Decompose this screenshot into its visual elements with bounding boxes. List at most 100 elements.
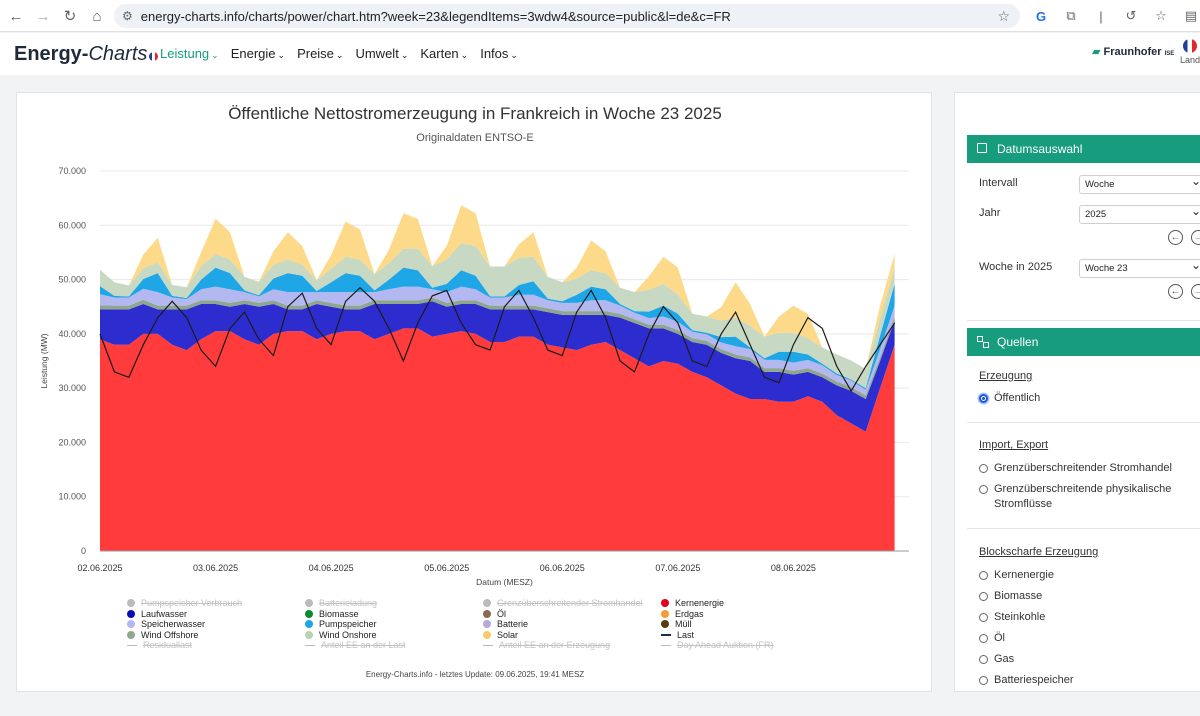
legend-item[interactable]: Residuallast bbox=[127, 640, 305, 651]
year-next-icon[interactable]: → bbox=[1191, 230, 1200, 245]
radio-steinkohle[interactable]: Steinkohle bbox=[979, 610, 1045, 625]
menu-leistung[interactable]: Leistung ⌄ bbox=[160, 46, 219, 61]
y-tick-label: 10.000 bbox=[58, 492, 86, 502]
import-title: Import, Export bbox=[979, 439, 1049, 451]
legend-item[interactable]: Batterie bbox=[483, 619, 661, 630]
week-prev-icon[interactable]: ← bbox=[1168, 284, 1183, 299]
legend-label: Erdgas bbox=[675, 608, 704, 619]
legend-item[interactable]: Anteil EE an der Erzeugung bbox=[483, 640, 661, 651]
legend-label: Biomasse bbox=[319, 608, 359, 619]
legend-item[interactable]: Öl bbox=[483, 609, 661, 620]
radio-stromhandel[interactable]: Grenzüberschreitender Stromhandel bbox=[979, 461, 1172, 476]
menu-energie[interactable]: Energie ⌄ bbox=[231, 46, 285, 61]
legend-item[interactable]: Wind Offshore bbox=[127, 630, 305, 641]
fraunhofer-logo[interactable]: ▰ Fraunhofer ISE bbox=[1092, 46, 1175, 58]
radio-kernenergie[interactable]: Kernenergie bbox=[979, 568, 1054, 583]
home-icon[interactable]: ⌂ bbox=[92, 7, 102, 25]
legend-label: Last bbox=[677, 629, 695, 640]
legend-label: Speicherwasser bbox=[141, 619, 206, 630]
legend-item[interactable]: Speicherwasser bbox=[127, 619, 305, 630]
forward-icon[interactable]: → bbox=[35, 7, 51, 25]
menu-umwelt[interactable]: Umwelt ⌄ bbox=[355, 46, 408, 61]
legend-item[interactable]: Müll bbox=[661, 619, 827, 630]
legend-item[interactable]: Last bbox=[661, 630, 827, 641]
back-icon[interactable]: ← bbox=[8, 7, 24, 25]
sources-section-header[interactable]: Quellen bbox=[967, 328, 1200, 356]
menu-label: Umwelt bbox=[355, 46, 399, 61]
legend-item[interactable]: Laufwasser bbox=[127, 609, 305, 620]
x-tick-label: 04.06.2025 bbox=[309, 563, 354, 573]
area-wind-onshore bbox=[100, 243, 895, 389]
site-info-icon[interactable]: ⚙ bbox=[122, 9, 133, 23]
week-label: Woche in 2025 bbox=[979, 261, 1053, 273]
legend-label: Day Ahead Auktion (FR) bbox=[677, 640, 774, 651]
radio-icon bbox=[979, 613, 988, 622]
stacked-area-chart[interactable]: 0 10.000 20.000 30.000 40.000 50.000 60.000 70.… bbox=[17, 93, 933, 593]
y-tick-label: 40.000 bbox=[58, 329, 86, 339]
legend-item[interactable]: Batterieladung bbox=[305, 598, 483, 609]
y-tick-label: 20.000 bbox=[58, 437, 86, 447]
legend-item[interactable]: Wind Onshore bbox=[305, 630, 483, 641]
legend-item[interactable]: Day Ahead Auktion (FR) bbox=[661, 640, 827, 651]
divider bbox=[967, 320, 1200, 321]
year-label: Jahr bbox=[979, 207, 1001, 219]
interval-select[interactable]: Woche bbox=[1079, 173, 1200, 194]
week-select[interactable]: Woche 23 bbox=[1079, 257, 1200, 278]
legend-dot-swatch bbox=[483, 630, 491, 639]
bookmark-star-icon[interactable]: ☆ bbox=[997, 7, 1010, 24]
radio-batteriespeicher[interactable]: Batteriespeicher bbox=[979, 673, 1074, 688]
radio-label: Batteriespeicher bbox=[994, 674, 1074, 686]
legend-dot-swatch bbox=[661, 599, 669, 608]
x-tick-label: 02.06.2025 bbox=[77, 563, 122, 573]
legend-item[interactable]: Solar bbox=[483, 630, 661, 641]
x-tick-label: 07.06.2025 bbox=[655, 563, 700, 573]
chevron-down-icon: ⌄ bbox=[510, 50, 518, 60]
sources-section-title: Quellen bbox=[997, 335, 1039, 349]
url-text[interactable]: energy-charts.info/charts/power/chart.ht… bbox=[140, 8, 731, 24]
x-tick-label: 06.06.2025 bbox=[540, 563, 585, 573]
energy-charts-logo[interactable]: Energy-Charts bbox=[14, 43, 159, 66]
legend-dot-swatch bbox=[127, 630, 135, 639]
calendar-icon bbox=[977, 143, 987, 153]
legend-label: Öl bbox=[497, 608, 506, 619]
radio-oel[interactable]: Öl bbox=[979, 631, 1005, 646]
year-prev-icon[interactable]: ← bbox=[1168, 230, 1183, 245]
menu-preise[interactable]: Preise ⌄ bbox=[297, 46, 343, 61]
reading-list-icon[interactable]: ▤ bbox=[1184, 8, 1198, 23]
country-selector[interactable]: Land bbox=[1180, 39, 1200, 65]
legend-label: Kernenergie bbox=[675, 598, 725, 609]
menu-infos[interactable]: Infos ⌄ bbox=[480, 46, 518, 61]
radio-label: Grenzüberschreitender Stromhandel bbox=[994, 462, 1172, 474]
x-tick-label: 08.06.2025 bbox=[771, 563, 816, 573]
legend-item[interactable]: Kernenergie bbox=[661, 598, 827, 609]
radio-icon bbox=[979, 592, 988, 601]
address-bar[interactable]: ⚙ energy-charts.info/charts/power/chart.… bbox=[114, 4, 1020, 28]
radio-stromfluesse[interactable]: Grenzüberschreitende physikalische Strom… bbox=[979, 482, 1179, 512]
radio-biomasse[interactable]: Biomasse bbox=[979, 589, 1042, 604]
history-icon[interactable]: ↺ bbox=[1125, 8, 1137, 23]
translate-icon[interactable]: G bbox=[1035, 8, 1047, 24]
y-axis-label: Leistung (MW) bbox=[39, 333, 49, 388]
legend-label: Batterieladung bbox=[319, 598, 378, 609]
extensions-icon[interactable]: ⧉ bbox=[1066, 8, 1076, 23]
reload-icon[interactable]: ↻ bbox=[63, 8, 77, 25]
x-axis-label: Datum (MESZ) bbox=[476, 577, 533, 587]
radio-icon bbox=[979, 485, 988, 494]
radio-oeffentlich[interactable]: Öffentlich bbox=[979, 391, 1040, 406]
legend-item[interactable]: Pumpspeicher Verbrauch bbox=[127, 598, 305, 609]
country-flag-icon bbox=[1183, 39, 1197, 53]
date-section-header[interactable]: Datumsauswahl bbox=[967, 135, 1200, 163]
week-next-icon[interactable]: → bbox=[1191, 284, 1200, 299]
chart-panel: Öffentliche Nettostromerzeugung in Frank… bbox=[16, 92, 932, 692]
menu-karten[interactable]: Karten ⌄ bbox=[420, 46, 468, 61]
bookmarks-icon[interactable]: ☆ bbox=[1155, 8, 1167, 23]
year-select[interactable]: 2025 bbox=[1079, 203, 1200, 224]
legend-item[interactable]: Erdgas bbox=[661, 609, 827, 620]
radio-gas[interactable]: Gas bbox=[979, 652, 1014, 667]
legend-item[interactable]: Anteil EE an der Last bbox=[305, 640, 483, 651]
legend-item[interactable]: Pumpspeicher bbox=[305, 619, 483, 630]
legend-item[interactable]: Biomasse bbox=[305, 609, 483, 620]
line-last bbox=[99, 286, 896, 393]
radio-icon bbox=[979, 655, 988, 664]
legend-item[interactable]: Grenzüberschreitender Stromhandel bbox=[483, 598, 661, 609]
